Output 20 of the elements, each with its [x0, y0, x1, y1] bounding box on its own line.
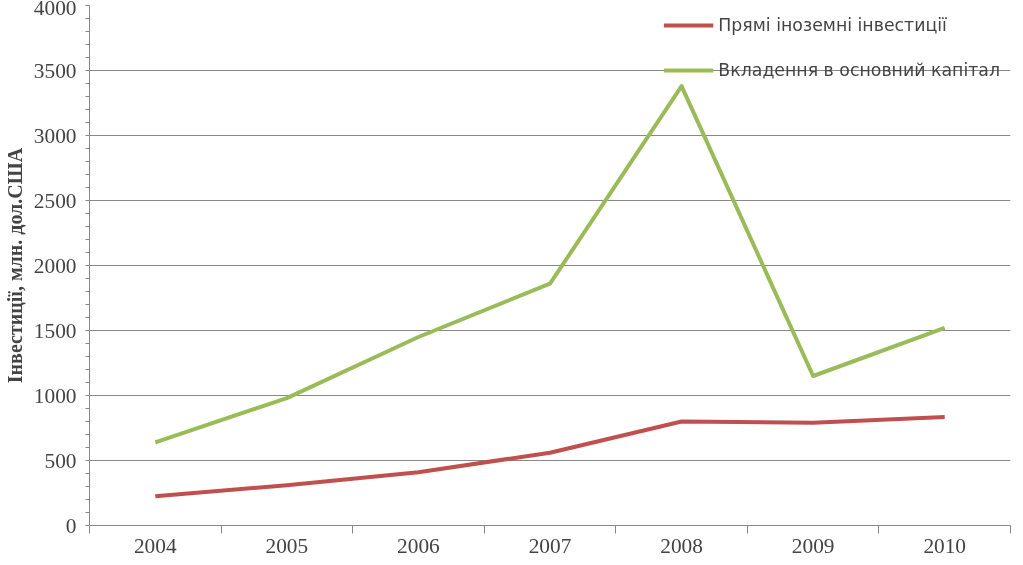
legend-label: Прямі іноземні інвестиції — [718, 15, 947, 35]
line-series — [153, 84, 947, 445]
y-tick-label: 4000 — [33, 0, 77, 20]
line-series — [153, 414, 947, 499]
y-tick-label: 2000 — [33, 253, 77, 278]
y-tick-label: 3000 — [33, 123, 77, 148]
y-tick-label: 500 — [44, 448, 77, 473]
x-tick-label: 2009 — [791, 533, 835, 558]
x-tick-label: 2010 — [923, 533, 967, 558]
y-tick-label: 2500 — [33, 188, 77, 213]
y-tick-label: 0 — [65, 513, 77, 538]
x-tick-label: 2004 — [133, 533, 177, 558]
x-tick-label: 2008 — [660, 533, 703, 558]
y-axis-title: Інвестиції, млн. дол.США — [3, 147, 26, 384]
x-tick-label: 2005 — [265, 533, 309, 558]
y-tick-label: 1500 — [33, 318, 77, 343]
y-tick-label: 1000 — [33, 383, 77, 408]
x-tick-label: 2006 — [397, 533, 441, 558]
x-tick-label: 2007 — [528, 533, 572, 558]
y-tick-label: 3500 — [33, 58, 77, 83]
